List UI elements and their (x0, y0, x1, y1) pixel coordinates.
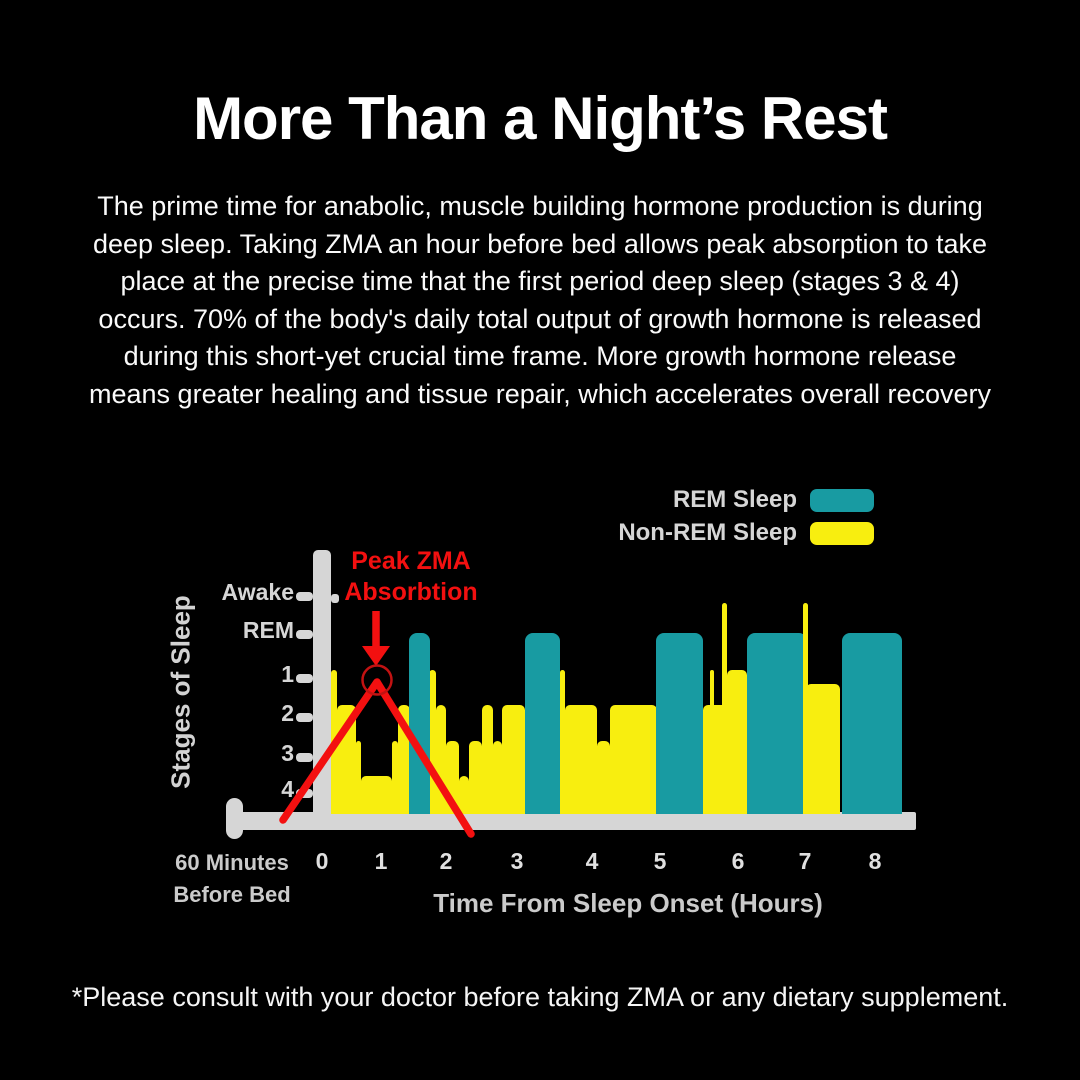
nonrem-sleep-bar (727, 670, 747, 814)
nonrem-sleep-bar (336, 705, 357, 814)
legend-item-nonrem: Non-REM Sleep (618, 519, 874, 546)
y-tick-mark (296, 674, 313, 683)
nonrem-sleep-bar (559, 670, 566, 814)
x-tick-label: 3 (510, 848, 524, 874)
x-tick-label: 0 (315, 848, 329, 874)
x-axis-bar (227, 812, 916, 830)
nonrem-sleep-bar (492, 741, 503, 814)
rem-sleep-bar (408, 633, 430, 814)
nonrem-sleep-bar (596, 741, 610, 814)
awake-spike-bar (709, 670, 714, 814)
nonrem-sleep-bar (429, 670, 437, 814)
nonrem-sleep-bar (468, 741, 483, 814)
intro-line: deep sleep. Taking ZMA an hour before be… (92, 228, 988, 259)
nonrem-sleep-bar (502, 705, 526, 814)
rem-sleep-bar (655, 633, 703, 814)
y-tick-mark (296, 630, 313, 639)
annotation-arrowhead-icon (362, 646, 390, 666)
intro-line: means greater healing and tissue repair,… (89, 378, 991, 409)
nonrem-sleep-bar (360, 776, 392, 814)
x-tick-label: 4 (585, 848, 599, 874)
x-start-label-line1: 60 Minutes (175, 850, 289, 875)
rem-sleep-bar (842, 633, 903, 814)
legend-swatch (810, 521, 874, 545)
nonrem-sleep-bar (609, 705, 657, 814)
nonrem-sleep-bar (806, 684, 840, 814)
nonrem-sleep-bar (446, 741, 459, 814)
legend-item-rem: REM Sleep (672, 486, 874, 513)
intro-line: during this short-yet crucial time frame… (123, 341, 957, 371)
x-tick-label: 7 (798, 848, 812, 874)
x-tick-label: 2 (439, 848, 453, 874)
y-tick-label-1: 1 (281, 661, 294, 687)
y-axis-bar (313, 550, 331, 813)
x-tick-label: 6 (731, 848, 745, 874)
x-start-label-line2: Before Bed (173, 882, 291, 907)
annotation-line: Absorbtion (344, 578, 478, 606)
intro-line: place at the precise time that the first… (120, 266, 960, 296)
nonrem-sleep-bar (436, 705, 447, 814)
y-axis-right-tick (331, 594, 339, 603)
nonrem-sleep-bar (330, 670, 337, 814)
x-tick-label: 5 (653, 848, 667, 874)
y-tick-label-awake: Awake (221, 579, 294, 605)
y-tick-mark (296, 592, 313, 601)
awake-spike-bar (722, 603, 728, 814)
x-tick-label: 8 (868, 848, 882, 874)
y-tick-label-4: 4 (281, 776, 294, 802)
legend-swatch (810, 488, 874, 512)
y-tick-label-2: 2 (281, 700, 294, 726)
rem-sleep-bar (524, 633, 560, 814)
y-tick-label-3: 3 (281, 740, 294, 766)
x-tick-label: 1 (374, 848, 388, 874)
nonrem-sleep-bar (565, 705, 597, 814)
peak-marker-circle (361, 664, 393, 696)
page-title: More Than a Night’s Rest (193, 85, 888, 152)
annotation-line: Peak ZMA (351, 547, 471, 575)
peak-zma-annotation: Peak ZMA Absorbtion (344, 546, 477, 608)
rem-sleep-bar (746, 633, 808, 814)
intro-paragraph: The prime time for anabolic, muscle buil… (40, 188, 1040, 413)
y-tick-mark (296, 753, 313, 762)
legend-label-nonrem: Non-REM Sleep (618, 519, 797, 546)
nonrem-sleep-bar (458, 776, 469, 814)
x-axis-title: Time From Sleep Onset (Hours) (433, 888, 823, 918)
y-tick-mark (296, 713, 313, 722)
intro-line: The prime time for anabolic, muscle buil… (97, 191, 983, 221)
disclaimer-text: *Please consult with your doctor before … (71, 982, 1009, 1012)
y-tick-mark (296, 789, 313, 798)
y-tick-label-rem: REM (242, 617, 294, 643)
legend-label-rem: REM Sleep (672, 486, 797, 513)
awake-spike-bar (803, 603, 808, 814)
nonrem-sleep-bar (397, 705, 410, 814)
x-axis-left-cap (226, 798, 243, 839)
intro-line: occurs. 70% of the body's daily total ou… (98, 303, 982, 334)
nonrem-sleep-bar (482, 705, 493, 814)
